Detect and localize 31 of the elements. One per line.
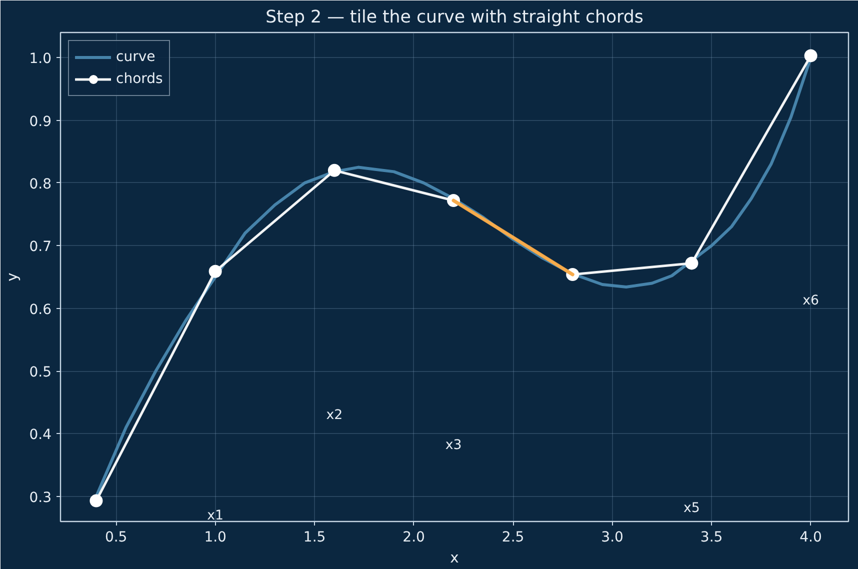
y-tick-label: 1.0: [29, 51, 52, 68]
x-tick-label: 2.5: [502, 530, 524, 546]
y-tick-label: 0.9: [29, 114, 52, 130]
y-tick-label: 0.5: [29, 364, 52, 381]
y-tick-label: 0.7: [29, 239, 52, 256]
point: [685, 256, 698, 270]
x-tick-label: 4.0: [800, 530, 822, 546]
point: [208, 264, 222, 278]
legend-label: curve: [116, 49, 156, 65]
annotation: x6: [802, 293, 819, 308]
y-tick-label: 0.4: [29, 427, 52, 444]
y-axis-title: y: [4, 272, 22, 282]
y-tick-label: 0.3: [29, 490, 52, 506]
chart-title: Step 2 — tile the curve with straight chords: [266, 8, 644, 28]
annotation: x2: [326, 408, 343, 424]
legend-label: chords: [116, 71, 163, 87]
y-tick-label: 0.8: [29, 176, 52, 192]
x-tick-label: 2.0: [402, 530, 425, 546]
x-tick-label: 0.5: [104, 530, 128, 546]
x-tick-label: 1.0: [204, 530, 226, 546]
annotation: x3: [445, 438, 462, 454]
annotation: x1: [207, 508, 224, 524]
x-tick-label: 3.0: [601, 530, 624, 546]
point: [804, 49, 818, 62]
annotation: x5: [684, 500, 700, 516]
point: [90, 494, 103, 508]
y-tick-label: 0.6: [29, 302, 52, 318]
x-tick-label: 1.5: [303, 530, 326, 546]
x-tick-label: 3.5: [700, 530, 723, 546]
x-axis-title: x: [450, 550, 460, 566]
point: [328, 164, 341, 177]
